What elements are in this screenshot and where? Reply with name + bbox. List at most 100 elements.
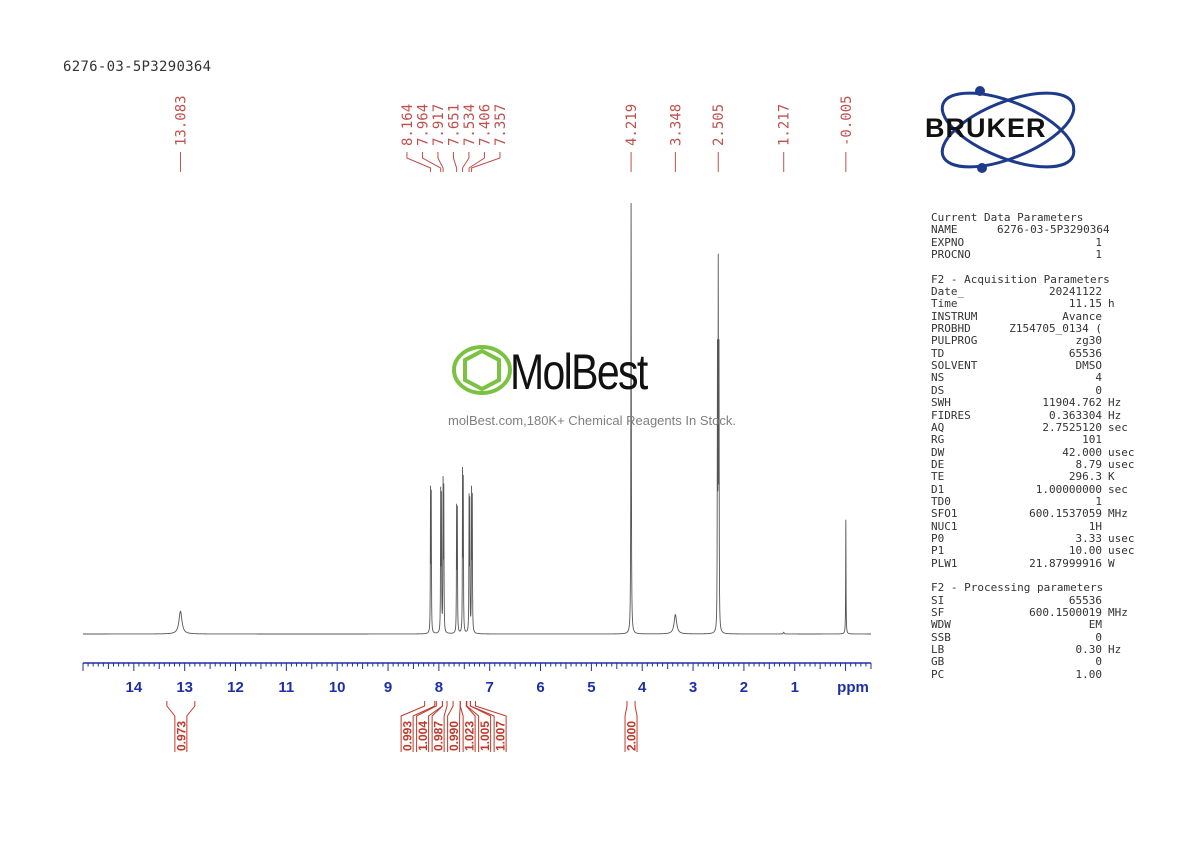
nmr-spectrum-chart: 13.083 8.164 7.964 7.917 7.651 7.534 7.406 7.35… [82, 95, 872, 752]
parameter-value: 1.00000000 [1035, 482, 1102, 496]
parameter-row: SF 600.1500019 MHz [931, 606, 1146, 619]
parameter-row: PROBHD Z154705_0134 ( [931, 322, 1146, 336]
parameter-value: 1 [1095, 494, 1102, 508]
parameter-row: SOLVENT DMSO [931, 359, 1146, 372]
tick-label: 1 [791, 679, 799, 696]
parameter-unit [1102, 434, 1146, 446]
parameter-unit: K [1108, 470, 1115, 484]
parameter-value: 11904.762 [1042, 396, 1102, 410]
parameter-value: 0.30 [1075, 643, 1103, 657]
peak-label: 3.348 [668, 104, 684, 146]
parameter-value: 42.000 [1062, 445, 1102, 459]
peak-label: 8.164 [400, 104, 416, 146]
tick-label: 11 [278, 679, 294, 696]
parameter-unit: W [1108, 556, 1115, 570]
parameter-key: PROCNO [931, 248, 971, 262]
peak-label-leader [452, 152, 458, 172]
parameter-key: P1 [931, 544, 945, 558]
peak-label-leader [462, 152, 470, 172]
parameter-value: 65536 [1068, 346, 1102, 360]
peak-label-leader [421, 152, 442, 172]
integral-bracket [459, 701, 476, 752]
parameter-row: GB 0 [931, 655, 1146, 669]
peak-label: 7.406 [477, 104, 493, 146]
peak-label: 7.534 [462, 104, 478, 146]
tick-label: 6 [536, 679, 544, 696]
tick-label: 3 [689, 679, 697, 696]
parameter-value: 21.87999916 [1029, 556, 1102, 570]
parameter-key: TD0 [931, 494, 951, 508]
tick-label: 2 [740, 679, 748, 696]
parameter-value: 2.7525120 [1042, 420, 1102, 434]
parameter-row: WDW EM [931, 618, 1146, 632]
parameter-key: NAME [931, 223, 958, 237]
integral-value: 0.993 [401, 721, 415, 751]
integral-bracket [166, 701, 196, 752]
parameter-key: PROBHD [931, 322, 971, 336]
spectrum-trace [83, 202, 871, 635]
parameter-unit: usec [1108, 445, 1135, 459]
parameter-row: TE 296.3 K [931, 470, 1146, 484]
peak-label: 13.083 [174, 95, 190, 146]
parameter-value: EM [1088, 618, 1102, 632]
parameter-row: EXPNO 1 [931, 236, 1146, 249]
parameter-row: PLW1 21.87999916 W [931, 556, 1146, 570]
parameter-value: 20241122 [1049, 285, 1102, 299]
integral-value: 1.023 [463, 721, 477, 751]
parameter-key: DS [931, 383, 945, 397]
parameter-key: Time [931, 297, 958, 311]
parameter-key: SF [931, 606, 945, 619]
parameter-value: 0 [1095, 383, 1102, 397]
peak-label: 7.651 [446, 104, 462, 146]
parameter-value: 296.3 [1068, 470, 1102, 484]
spectrum-title: 6276-03-5P3290364 [63, 59, 212, 75]
parameter-unit: usec [1108, 531, 1135, 545]
ppm-axis: 14 13 12 11 10 9 8 7 6 5 4 3 2 1 ppm [82, 662, 872, 696]
parameter-value: 600.1500019 [1029, 606, 1102, 619]
integral-bracket [400, 701, 436, 752]
parameter-unit: MHz [1108, 606, 1128, 619]
parameter-key: WDW [931, 618, 951, 632]
parameter-value: 10.00 [1068, 544, 1102, 558]
peak-labels: 13.083 8.164 7.964 7.917 7.651 7.534 7.406 7.35… [174, 95, 855, 172]
parameter-unit: usec [1108, 544, 1135, 558]
parameter-row: FIDRES 0.363304 Hz [931, 409, 1146, 422]
parameter-panel: Current Data Parameters NAME 6276-03-5P329… [931, 211, 1146, 693]
parameter-value: zg30 [1075, 334, 1103, 348]
parameter-value: 1 [1095, 248, 1102, 262]
parameter-unit [1102, 360, 1146, 372]
parameter-value: 3.33 [1075, 531, 1103, 545]
parameter-row: Time 11.15 h [931, 297, 1146, 311]
spectrum-trace-group [83, 202, 871, 635]
tick-label: 8 [435, 679, 443, 696]
tick-label: 7 [486, 679, 494, 696]
tick-label: 12 [227, 679, 244, 696]
parameter-key: SWH [931, 396, 951, 410]
integral-value: 1.004 [416, 721, 430, 751]
integral-value: 2.000 [625, 721, 639, 751]
parameter-value: 0 [1095, 655, 1102, 669]
tick-label: 4 [638, 679, 647, 696]
integral-value: 1.005 [478, 721, 492, 751]
parameter-key: PULPROG [931, 334, 978, 348]
parameter-unit [1102, 619, 1146, 631]
parameter-unit [1102, 311, 1146, 323]
peak-label-leader [437, 152, 444, 172]
parameter-unit [1102, 224, 1146, 236]
x-axis-label: ppm [837, 679, 869, 696]
parameter-key: GB [931, 655, 945, 669]
parameter-key: SSB [931, 630, 951, 644]
parameter-key: SFO1 [931, 507, 958, 521]
watermark-benzene-icon [452, 345, 512, 395]
parameter-row: P1 10.00 usec [931, 544, 1146, 558]
parameter-unit [1102, 237, 1146, 249]
parameter-row: SWH 11904.762 Hz [931, 396, 1146, 410]
parameter-row: PC 1.00 [931, 668, 1146, 681]
parameter-value: 8.79 [1075, 457, 1103, 471]
peak-label: 7.917 [431, 104, 447, 146]
parameter-key: TD [931, 346, 945, 360]
parameter-row: PULPROG zg30 [931, 334, 1146, 348]
parameter-value: 0 [1095, 630, 1102, 644]
parameter-value: 600.1537059 [1029, 507, 1102, 521]
parameter-row: D1 1.00000000 sec [931, 482, 1146, 496]
